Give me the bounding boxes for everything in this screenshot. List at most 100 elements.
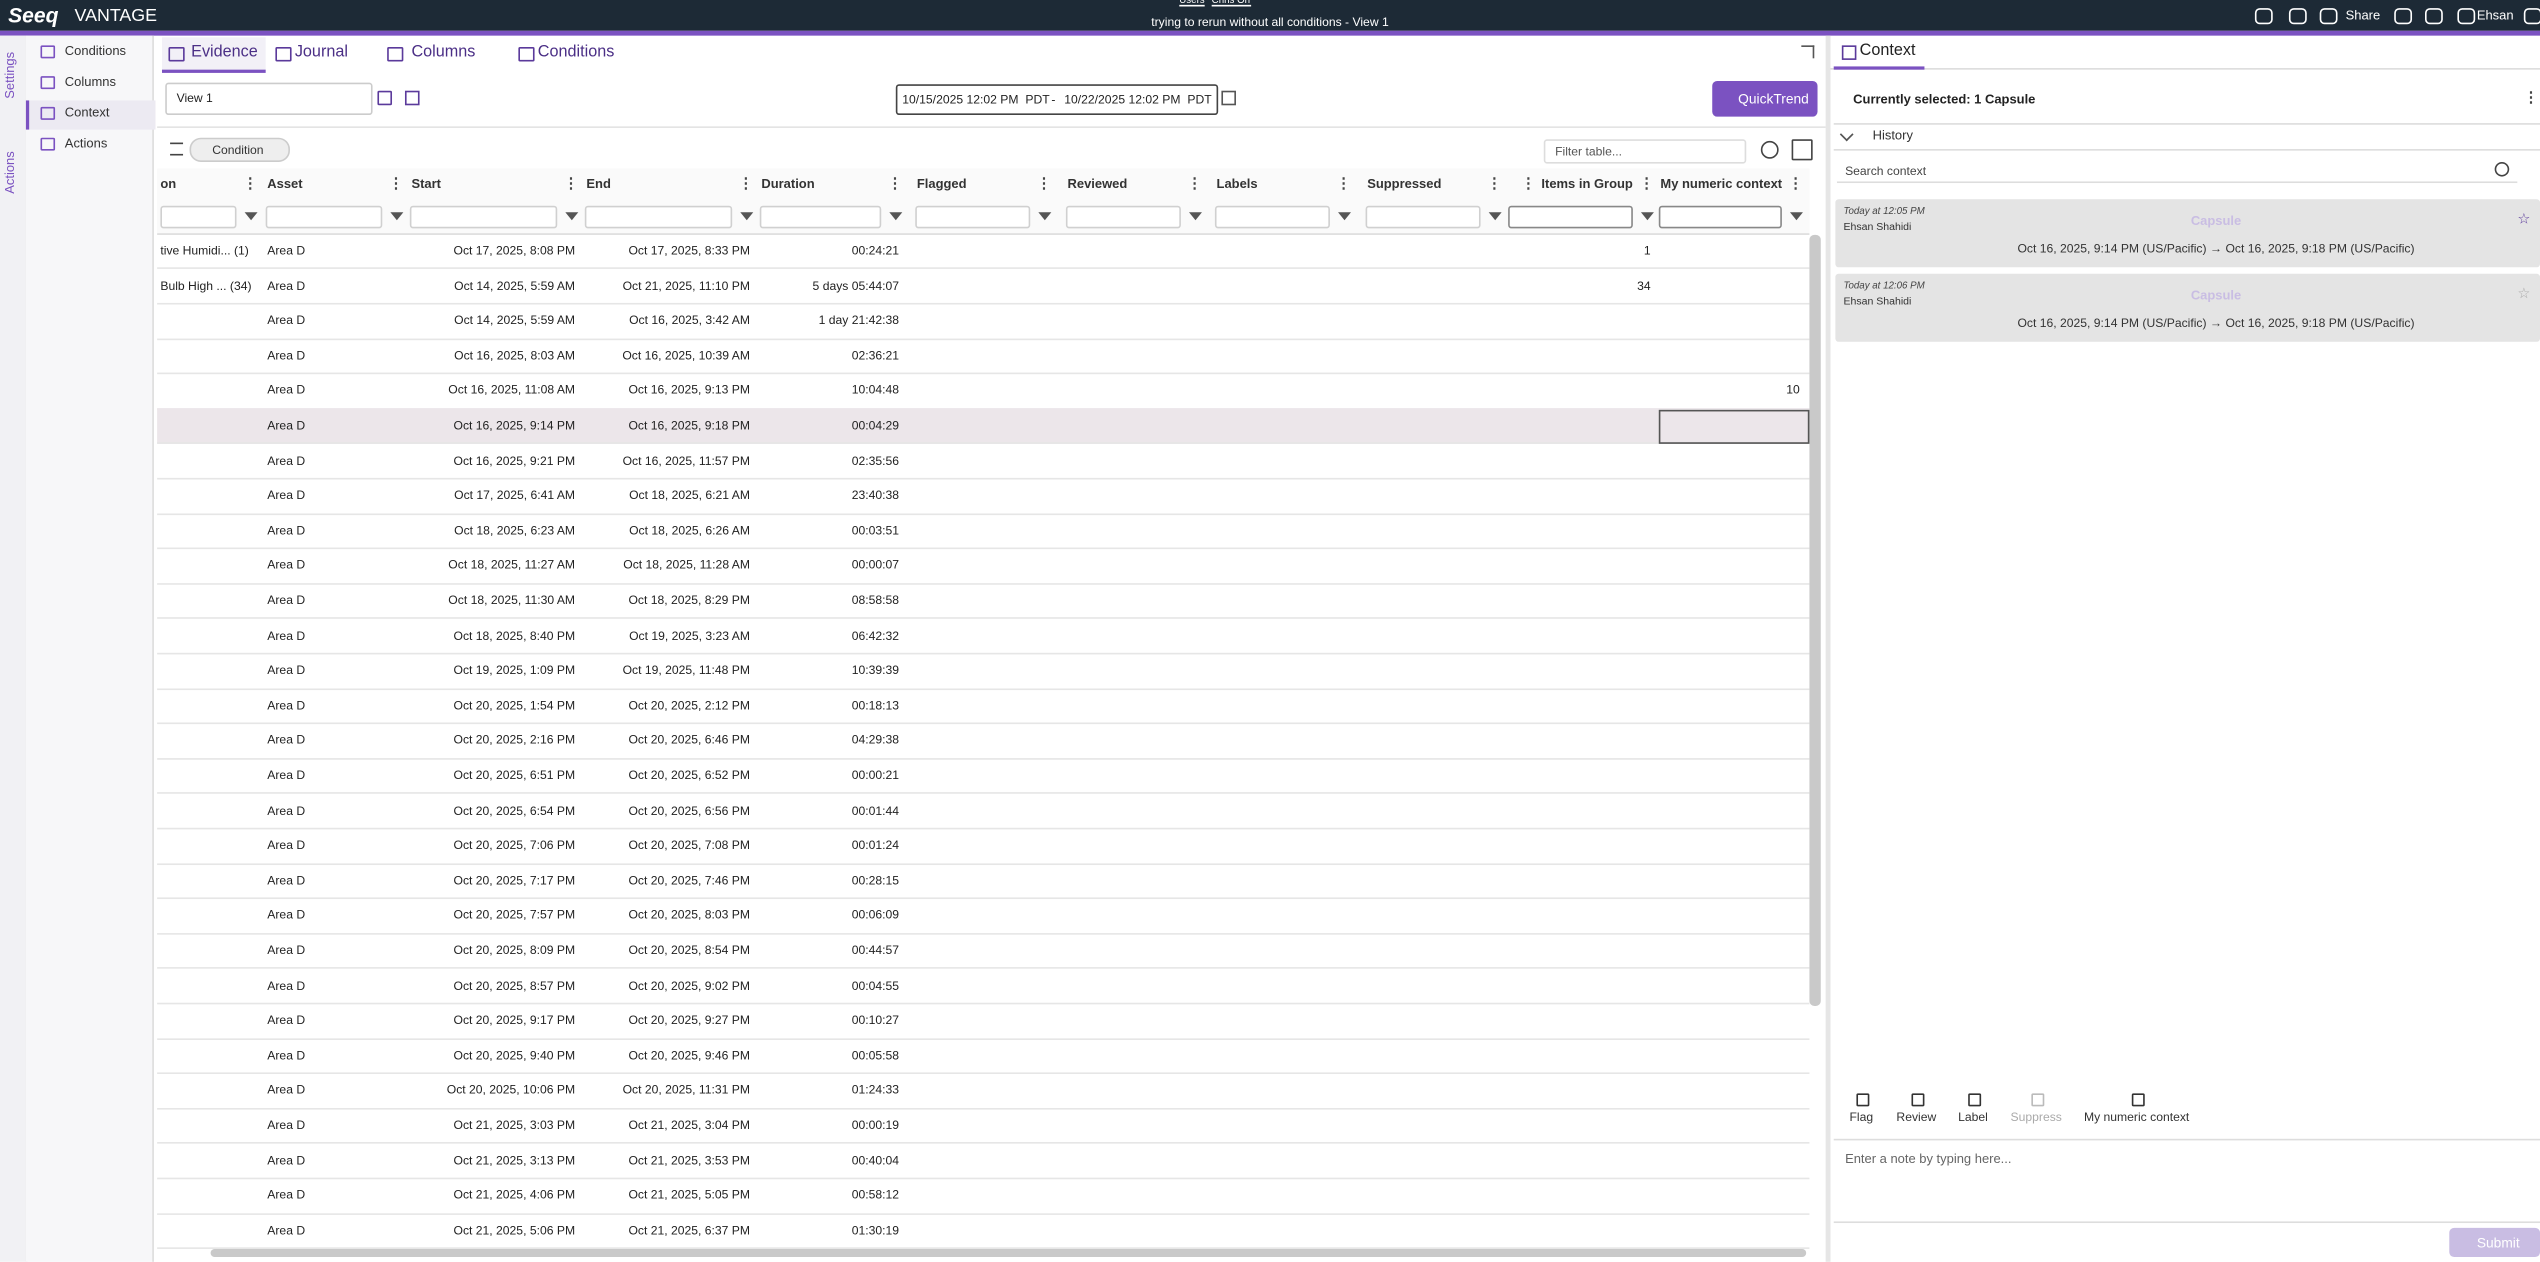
column-header[interactable]: Duration	[761, 176, 815, 192]
column-menu[interactable]: ⋮	[1036, 174, 1052, 192]
column-header[interactable]: Labels	[1216, 176, 1258, 192]
action-button[interactable]: Review	[1896, 1109, 1937, 1125]
icon[interactable]	[2319, 8, 2338, 25]
filter-icon[interactable]	[740, 212, 754, 221]
menu-item[interactable]: Columns	[64, 74, 116, 90]
clear-icon[interactable]	[1760, 140, 1779, 159]
column-filter[interactable]	[1508, 205, 1633, 229]
filter-icon[interactable]	[1789, 212, 1803, 221]
calendar-icon[interactable]	[1221, 90, 1236, 106]
column-header[interactable]: Items in Group	[1541, 176, 1633, 192]
action-icon[interactable]	[1911, 1093, 1925, 1107]
column-menu[interactable]: ⋮	[1521, 174, 1536, 192]
kebab[interactable]: ⋮	[2523, 89, 2539, 106]
note-input[interactable]	[1833, 1144, 2540, 1224]
column-menu[interactable]: ⋮	[1788, 174, 1803, 192]
filter-icon[interactable]	[244, 212, 258, 221]
column-menu[interactable]: ⋮	[1639, 174, 1654, 192]
column-filter[interactable]	[409, 205, 558, 229]
tab[interactable]: Journal	[294, 43, 348, 62]
icon[interactable]	[2424, 8, 2443, 25]
column-menu[interactable]: ⋮	[1336, 174, 1351, 192]
column-header[interactable]: Reviewed	[1067, 176, 1128, 192]
menu-item[interactable]: Actions	[64, 136, 108, 151]
breadcrumb[interactable]: Chris Orr	[1211, 0, 1252, 7]
column-header[interactable]: Suppressed	[1367, 176, 1442, 192]
column-menu[interactable]: ⋮	[738, 174, 754, 192]
share-button[interactable]: Share	[2345, 8, 2381, 23]
column-header[interactable]: End	[586, 176, 611, 192]
column-filter[interactable]	[915, 205, 1031, 229]
action-icon[interactable]	[2131, 1093, 2145, 1107]
search-icon[interactable]	[2494, 161, 2510, 177]
tab[interactable]: Conditions	[537, 43, 615, 62]
side-tab[interactable]: Settings	[2, 51, 18, 99]
star-icon[interactable]: ☆	[2517, 210, 2531, 227]
expand-icon[interactable]	[1801, 45, 1815, 59]
filter-icon[interactable]	[1640, 212, 1654, 221]
view-select[interactable]	[165, 82, 373, 116]
action-button[interactable]: My numeric context	[2083, 1109, 2190, 1125]
quicktrend-label[interactable]: QuickTrend	[1738, 90, 1809, 107]
active-cell[interactable]	[1658, 409, 1810, 444]
history-entry[interactable]	[1835, 273, 2540, 342]
quicktrend-button[interactable]	[1712, 80, 1818, 117]
action-button[interactable]: Label	[1958, 1109, 1988, 1125]
history-toggle[interactable]	[1839, 127, 1854, 142]
column-filter[interactable]	[1065, 205, 1181, 229]
column-menu[interactable]: ⋮	[242, 174, 258, 192]
column-filter[interactable]	[1658, 205, 1782, 229]
filter-icon[interactable]	[1189, 212, 1202, 221]
column-filter[interactable]	[1365, 205, 1481, 229]
column-filter[interactable]	[584, 205, 733, 229]
column-header[interactable]: My numeric context	[1660, 176, 1783, 192]
action-button[interactable]: Flag	[1849, 1109, 1874, 1125]
selected-row[interactable]	[157, 408, 1810, 444]
action-icon[interactable]	[1856, 1093, 1870, 1107]
filter-icon[interactable]	[1488, 212, 1502, 221]
column-filter[interactable]	[160, 205, 237, 229]
excel-icon[interactable]	[1791, 139, 1813, 161]
submit-button[interactable]	[2449, 1227, 2540, 1258]
date-range[interactable]	[895, 84, 1219, 116]
menu-item[interactable]: Context	[64, 105, 110, 120]
column-header[interactable]: Start	[411, 176, 441, 192]
home-icon[interactable]	[404, 90, 420, 106]
history-entry[interactable]	[1835, 199, 2540, 268]
chip[interactable]	[189, 137, 290, 162]
icon[interactable]	[2288, 8, 2307, 25]
column-menu[interactable]: ⋮	[563, 174, 579, 192]
tab[interactable]: Columns	[411, 43, 476, 62]
tab[interactable]: Evidence	[191, 43, 258, 62]
history-label[interactable]: History	[1872, 127, 1913, 143]
column-menu[interactable]: ⋮	[887, 174, 903, 192]
star-icon[interactable]: ☆	[2517, 285, 2531, 302]
column-menu[interactable]: ⋮	[1487, 174, 1502, 192]
icon[interactable]	[2523, 8, 2540, 25]
side-tab[interactable]: Actions	[2, 151, 18, 194]
filter-icon[interactable]	[1338, 212, 1351, 221]
column-filter[interactable]	[265, 205, 383, 229]
icon[interactable]	[2254, 8, 2273, 25]
icon[interactable]	[2394, 8, 2413, 25]
filter-icon[interactable]	[1038, 212, 1052, 221]
column-filter[interactable]	[759, 205, 882, 229]
filter-input[interactable]	[1543, 139, 1747, 164]
breadcrumb[interactable]: Users	[1179, 0, 1205, 7]
column-header[interactable]: Asset	[267, 176, 303, 192]
save-icon[interactable]	[377, 90, 393, 106]
column-filter[interactable]	[1214, 205, 1330, 229]
filter-icon[interactable]	[390, 212, 404, 221]
h-scrollbar[interactable]	[210, 1248, 1807, 1258]
filter-icon[interactable]	[889, 212, 903, 221]
filter-icon[interactable]	[565, 212, 579, 221]
menu-item[interactable]: Conditions	[64, 43, 127, 59]
submit-label[interactable]: Submit	[2476, 1234, 2520, 1251]
column-header[interactable]: on	[160, 176, 177, 192]
user-menu[interactable]: Ehsan	[2476, 8, 2514, 23]
action-icon[interactable]	[1968, 1093, 1982, 1107]
scrollbar[interactable]	[1809, 234, 1821, 1006]
search-input[interactable]	[1836, 157, 2518, 184]
column-menu[interactable]: ⋮	[388, 174, 404, 192]
icon[interactable]	[2457, 8, 2476, 25]
